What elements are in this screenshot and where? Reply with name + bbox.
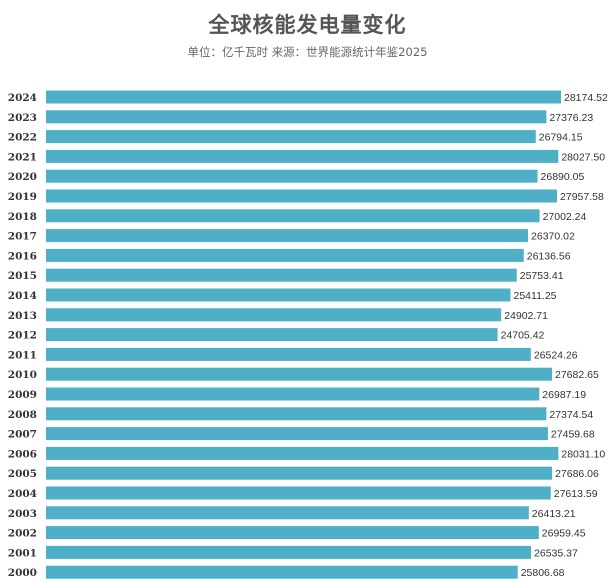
data-label: 26535.37 [534, 547, 578, 559]
data-label: 26136.56 [527, 250, 571, 262]
y-tick-label: 2013 [8, 310, 37, 322]
data-label: 26370.02 [531, 231, 575, 243]
y-tick-label: 2021 [8, 151, 37, 163]
data-label: 24705.42 [501, 330, 545, 342]
y-tick-label: 2003 [8, 508, 37, 520]
bar [46, 149, 559, 163]
data-label: 25411.25 [513, 290, 556, 302]
bar [46, 90, 561, 104]
y-tick-label: 2005 [8, 468, 37, 480]
y-tick-label: 2004 [8, 488, 37, 500]
y-tick-label: 2001 [8, 547, 37, 559]
y-tick-label: 2007 [8, 429, 37, 441]
bar [46, 347, 531, 361]
y-tick-label: 2002 [8, 528, 37, 540]
data-label: 28027.50 [561, 151, 605, 163]
data-label: 27374.54 [549, 409, 593, 421]
data-label: 27002.24 [543, 211, 587, 223]
data-label: 26987.19 [542, 389, 586, 401]
bar [46, 229, 529, 243]
bar [46, 130, 536, 144]
bar [46, 565, 518, 579]
data-label: 27459.68 [551, 429, 595, 441]
data-label: 26794.15 [539, 132, 583, 144]
bar [46, 545, 532, 559]
bar [46, 387, 540, 401]
data-label: 27682.65 [555, 369, 599, 381]
data-label: 26959.45 [542, 528, 586, 540]
y-tick-label: 2008 [8, 409, 37, 421]
y-tick-label: 2017 [8, 231, 37, 243]
bar [46, 169, 538, 183]
data-label: 24902.71 [504, 310, 548, 322]
bar [46, 486, 551, 500]
y-tick-label: 2010 [8, 369, 37, 381]
data-label: 25806.68 [521, 567, 565, 579]
bar [46, 446, 559, 460]
bar [46, 209, 540, 223]
data-label: 25753.41 [520, 270, 564, 282]
y-tick-label: 2011 [8, 349, 37, 361]
y-tick-label: 2000 [8, 567, 37, 579]
y-tick-label: 2009 [8, 389, 37, 401]
y-tick-label: 2012 [8, 330, 37, 342]
bar [46, 288, 511, 302]
bar [46, 110, 547, 124]
y-tick-label: 2016 [8, 250, 37, 262]
data-label: 26413.21 [532, 508, 576, 520]
bar [46, 427, 548, 441]
bar [46, 526, 539, 540]
data-label: 27957.58 [560, 191, 604, 203]
bar [46, 189, 558, 203]
y-tick-label: 2019 [8, 191, 37, 203]
bar [46, 328, 498, 342]
data-label: 27376.23 [549, 112, 593, 124]
chart-title: 全球核能发电量变化 [208, 13, 407, 37]
bar [46, 248, 524, 262]
bar [46, 367, 553, 381]
data-label: 28174.52 [564, 92, 608, 104]
data-label: 26524.26 [534, 349, 578, 361]
bar [46, 466, 553, 480]
y-tick-label: 2006 [8, 448, 37, 460]
data-label: 26890.05 [541, 171, 585, 183]
data-label: 27613.59 [554, 488, 598, 500]
y-tick-label: 2015 [8, 270, 37, 282]
bar [46, 506, 529, 520]
y-tick-label: 2024 [8, 92, 37, 104]
data-label: 28031.10 [561, 448, 605, 460]
y-tick-label: 2023 [8, 112, 37, 124]
y-tick-label: 2014 [8, 290, 37, 302]
bar [46, 407, 547, 421]
bar [46, 308, 502, 322]
y-tick-label: 2022 [8, 132, 37, 144]
y-tick-label: 2020 [8, 171, 37, 183]
chart-subtitle: 单位：亿千瓦时 来源：世界能源统计年鉴2025 [187, 45, 428, 59]
y-tick-label: 2018 [8, 211, 37, 223]
data-label: 27686.06 [555, 468, 599, 480]
bar [46, 268, 517, 282]
